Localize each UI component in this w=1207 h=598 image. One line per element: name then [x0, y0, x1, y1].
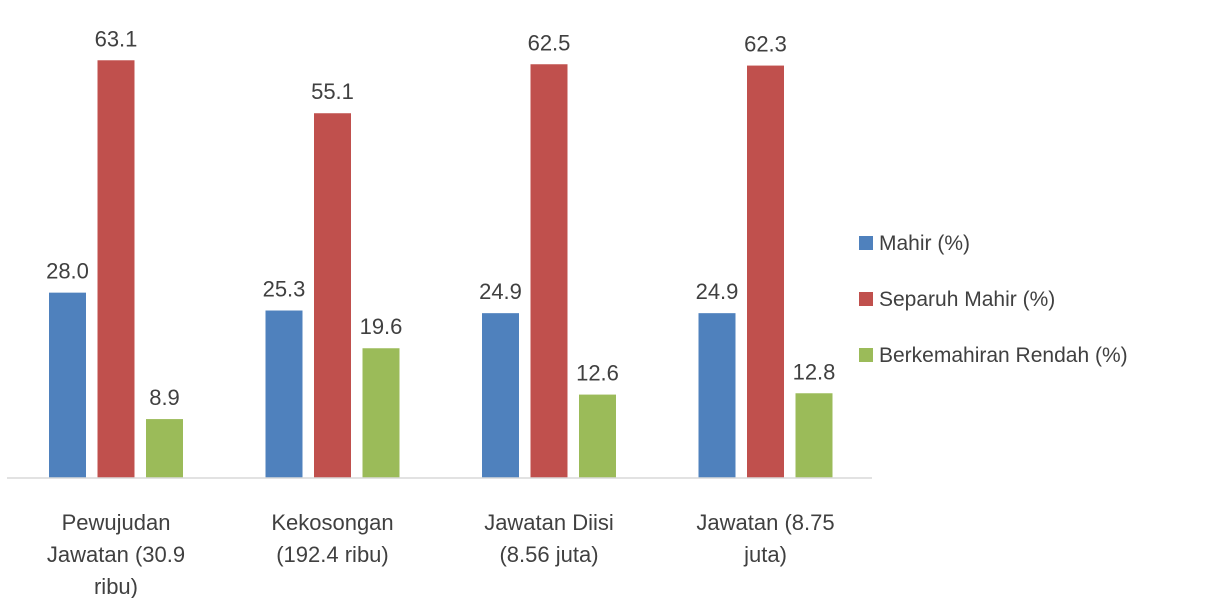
bar-1-series-1	[49, 292, 86, 478]
data-label-4-series-3: 12.8	[793, 359, 836, 384]
bar-4-series-2	[747, 65, 784, 478]
data-label-2-series-3: 19.6	[360, 314, 403, 339]
legend-swatch-1	[859, 236, 873, 250]
legend-swatch-2	[859, 292, 873, 306]
bar-3-series-1	[482, 313, 519, 478]
bar-2-series-2	[314, 113, 351, 478]
data-label-1-series-2: 63.1	[95, 26, 138, 51]
category-label-2-line-1: Kekosongan	[271, 510, 393, 535]
category-label-2-line-2: (192.4 ribu)	[276, 542, 389, 567]
bar-1-series-3	[146, 419, 183, 478]
category-label-1-line-2: Jawatan (30.9	[47, 542, 185, 567]
legend-swatch-3	[859, 348, 873, 362]
category-label-3-line-2: (8.56 juta)	[499, 542, 598, 567]
bar-2-series-3	[362, 348, 400, 478]
category-label-1-line-3: ribu)	[94, 574, 138, 598]
category-label-4-line-1: Jawatan (8.75	[696, 510, 834, 535]
bar-1-series-2	[97, 60, 135, 478]
legend: Mahir (%) Separuh Mahir (%) Berkemahiran R…	[859, 232, 1128, 367]
data-label-4-series-2: 62.3	[744, 32, 787, 57]
data-label-1-series-1: 28.0	[46, 259, 89, 284]
data-labels: 28.0 63.1 8.9 25.3 55.1 19.6 24.9 62.5 12.6 24.9 6…	[46, 26, 835, 410]
category-label-4-line-2: juta)	[743, 542, 787, 567]
data-label-3-series-3: 12.6	[576, 361, 619, 386]
bar-4-series-1	[698, 313, 736, 478]
data-label-4-series-1: 24.9	[696, 279, 739, 304]
category-label-3-line-1: Jawatan Diisi	[484, 510, 614, 535]
bar-group	[49, 60, 833, 478]
legend-label-2: Separuh Mahir (%)	[879, 288, 1055, 311]
data-label-2-series-1: 25.3	[263, 277, 306, 302]
category-labels: Pewujudan Jawatan (30.9 ribu) Kekosongan (19…	[47, 510, 835, 598]
data-label-2-series-2: 55.1	[311, 79, 354, 104]
bar-2-series-1	[265, 310, 303, 478]
legend-label-3: Berkemahiran Rendah (%)	[879, 344, 1128, 367]
data-label-1-series-3: 8.9	[149, 385, 180, 410]
bar-3-series-3	[579, 394, 616, 478]
bar-3-series-2	[530, 64, 568, 478]
data-label-3-series-1: 24.9	[479, 279, 522, 304]
legend-label-1: Mahir (%)	[879, 232, 970, 255]
bar-4-series-3	[795, 393, 833, 478]
category-label-1-line-1: Pewujudan	[62, 510, 171, 535]
data-label-3-series-2: 62.5	[528, 30, 571, 55]
